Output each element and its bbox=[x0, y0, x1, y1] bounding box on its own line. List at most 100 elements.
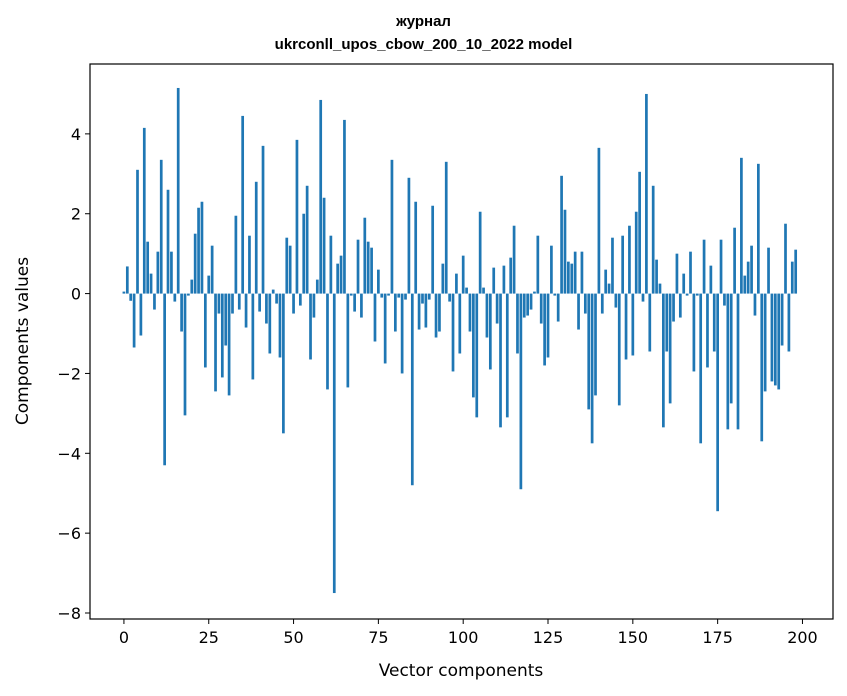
x-tick-label: 25 bbox=[199, 628, 219, 647]
bar bbox=[383, 293, 387, 364]
bar bbox=[424, 293, 428, 328]
bar bbox=[709, 265, 713, 294]
bar bbox=[475, 293, 479, 418]
bar bbox=[492, 267, 496, 294]
bar bbox=[132, 293, 136, 348]
bar bbox=[302, 213, 306, 294]
bar bbox=[142, 127, 146, 294]
bar bbox=[509, 257, 513, 294]
bar bbox=[261, 145, 265, 294]
bar bbox=[139, 293, 143, 336]
bar bbox=[187, 293, 190, 296]
bar bbox=[197, 207, 200, 294]
bar bbox=[478, 211, 482, 294]
bar bbox=[543, 293, 546, 366]
x-tick-label: 150 bbox=[618, 628, 649, 647]
bar bbox=[451, 293, 455, 372]
bar bbox=[122, 291, 126, 294]
bar bbox=[658, 283, 662, 294]
bar bbox=[790, 261, 794, 294]
bar bbox=[170, 251, 173, 294]
bar bbox=[570, 263, 574, 294]
bar bbox=[315, 279, 319, 294]
bar bbox=[258, 293, 261, 312]
bar bbox=[645, 93, 648, 294]
bar bbox=[519, 293, 523, 490]
bar bbox=[546, 293, 550, 358]
bar bbox=[410, 293, 414, 486]
bar bbox=[349, 293, 353, 296]
bar bbox=[655, 259, 658, 294]
bar bbox=[567, 261, 570, 294]
bar bbox=[153, 293, 156, 310]
bar bbox=[675, 253, 679, 294]
y-tick-label: 4 bbox=[71, 125, 81, 144]
bar bbox=[794, 249, 798, 294]
x-tick-label: 125 bbox=[533, 628, 564, 647]
bar bbox=[516, 293, 519, 354]
bar bbox=[726, 293, 730, 430]
bar bbox=[607, 283, 611, 294]
bar bbox=[638, 171, 641, 294]
bar bbox=[767, 247, 770, 294]
bar bbox=[377, 269, 380, 294]
bar bbox=[488, 293, 492, 370]
bar bbox=[214, 293, 217, 392]
bar bbox=[651, 185, 655, 294]
bar bbox=[522, 293, 526, 318]
bar bbox=[193, 233, 197, 294]
bar bbox=[757, 163, 760, 294]
bar bbox=[217, 293, 221, 314]
bar bbox=[166, 189, 170, 294]
bar bbox=[597, 147, 601, 294]
bar bbox=[563, 209, 567, 294]
bar bbox=[220, 293, 224, 378]
bar bbox=[746, 261, 750, 294]
bar bbox=[753, 293, 757, 316]
x-tick-label: 75 bbox=[368, 628, 388, 647]
bar bbox=[210, 245, 214, 294]
bar bbox=[678, 293, 682, 318]
y-tick-label: 0 bbox=[71, 285, 81, 304]
bar bbox=[560, 175, 563, 294]
bar bbox=[770, 293, 774, 382]
bar bbox=[312, 293, 316, 318]
bar bbox=[207, 275, 211, 294]
bar bbox=[736, 293, 740, 430]
bar bbox=[397, 293, 401, 298]
bar bbox=[733, 227, 736, 294]
x-tick-label: 175 bbox=[702, 628, 733, 647]
bar bbox=[237, 293, 241, 310]
bar bbox=[180, 293, 183, 332]
bar bbox=[268, 293, 272, 354]
bar bbox=[156, 251, 160, 294]
bar bbox=[485, 293, 489, 338]
bar bbox=[780, 293, 784, 346]
y-axis-ticks: −8 −6 −4 −2 0 2 4 bbox=[57, 125, 90, 623]
chart-subtitle: ukrconll_upos_cbow_200_10_2022 model bbox=[274, 36, 573, 53]
x-axis-label: Vector components bbox=[379, 661, 544, 681]
bar bbox=[716, 293, 719, 512]
bar bbox=[288, 245, 292, 294]
bar bbox=[712, 293, 716, 352]
bar bbox=[414, 201, 418, 294]
y-tick-label: 2 bbox=[71, 205, 81, 224]
bar bbox=[468, 293, 472, 332]
bar bbox=[706, 293, 709, 368]
x-tick-label: 100 bbox=[448, 628, 479, 647]
bar bbox=[617, 293, 621, 406]
bar bbox=[380, 293, 384, 298]
bar bbox=[339, 255, 343, 294]
bar bbox=[773, 293, 777, 386]
bar bbox=[227, 293, 231, 396]
bar bbox=[573, 251, 577, 294]
bars-group bbox=[122, 87, 798, 594]
bar bbox=[458, 293, 462, 354]
bar bbox=[149, 273, 153, 294]
bar bbox=[282, 293, 285, 434]
bar bbox=[777, 293, 781, 390]
bar bbox=[505, 293, 509, 418]
bar bbox=[590, 293, 594, 444]
bar bbox=[529, 293, 533, 310]
bar bbox=[400, 293, 404, 374]
